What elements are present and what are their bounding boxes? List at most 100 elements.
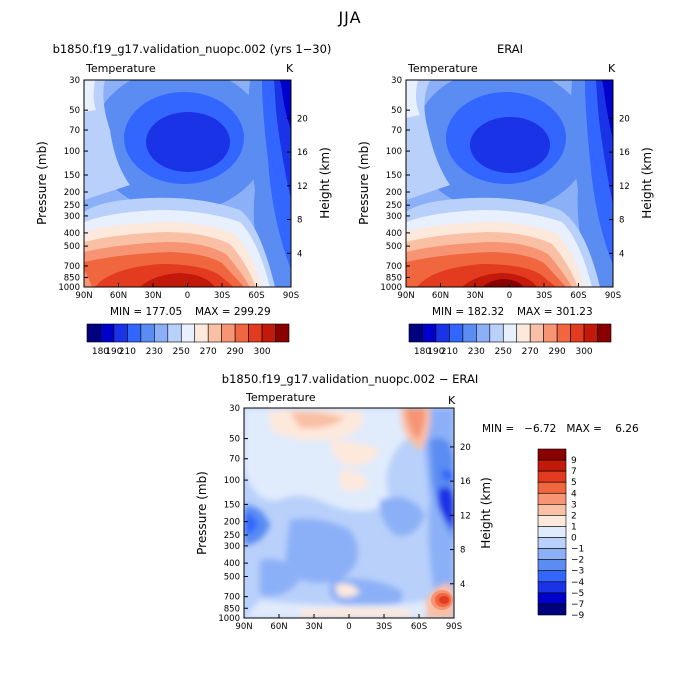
y-tick-label: 30 [229, 404, 240, 414]
y-right-tick-label: 8 [460, 546, 465, 556]
temperature-field [406, 80, 613, 287]
colorbar-swatch [207, 323, 222, 343]
temperature-difference-field [244, 408, 454, 618]
colorbar-swatch [408, 323, 423, 343]
colorbar-swatch [537, 603, 567, 616]
y-tick-label: 1000 [58, 283, 80, 293]
colorbar-swatch [537, 537, 567, 549]
colorbar-swatch [221, 323, 236, 343]
colorbar-swatch [86, 323, 101, 343]
y-axis-label: Pressure (mb) [195, 471, 209, 555]
x-tick-label: 90S [446, 622, 462, 632]
y-axis-label: Pressure (mb) [35, 141, 49, 225]
y-tick-label: 700 [224, 593, 240, 603]
y-tick-label: 700 [386, 262, 402, 272]
temperature-field [84, 80, 291, 287]
y-axis-right-label: Height (km) [479, 477, 493, 548]
x-tick-label: 90S [283, 291, 299, 301]
y-tick-label: 70 [391, 126, 402, 136]
colorbar-tick-label: −4 [571, 578, 585, 588]
colorbar-swatch [154, 323, 169, 343]
x-axis: 90N 60N 30N 0 30S 60S 90S [235, 614, 462, 632]
y-tick-label: 150 [64, 171, 80, 181]
colorbar-swatch [537, 570, 567, 583]
panel-title: b1850.f19_g17.validation_nuopc.002 − ERA… [222, 372, 478, 386]
colorbar-swatch [422, 323, 437, 343]
min-label: MIN = 182.32 [432, 306, 504, 318]
x-axis: 90N 60N 30N 0 30S 60S 90S [397, 283, 621, 301]
season-title: JJA [338, 8, 362, 27]
colorbar-swatch [537, 515, 567, 527]
x-tick-label: 60N [110, 291, 127, 301]
x-tick-label: 90S [605, 291, 621, 301]
colorbar-swatch [449, 323, 464, 343]
x-tick-label: 0 [346, 622, 351, 632]
panel-subtitle-units: K [608, 62, 616, 75]
y-tick-label: 850 [64, 273, 80, 283]
colorbar-tick-label: −3 [571, 567, 584, 577]
colorbar-swatch [127, 323, 142, 343]
colorbar-tick-label: 300 [253, 347, 270, 357]
x-tick-label: 30N [144, 291, 161, 301]
minmax-label: MIN = −6.72 MAX = 6.26 [482, 423, 639, 435]
colorbar-swatch [537, 526, 567, 538]
colorbar-swatch [537, 459, 567, 472]
y-tick-label: 200 [386, 188, 402, 198]
y-tick-label: 300 [386, 212, 402, 222]
y-tick-label: 30 [69, 76, 80, 86]
y-axis-right-label: Height (km) [640, 147, 654, 218]
y-tick-label: 70 [229, 455, 240, 465]
y-tick-label: 500 [64, 242, 80, 252]
panel-erai: ERAI Temperature K 90N 60N 30N 0 30S 60S 90S [357, 42, 654, 357]
colorbar-tick-label: 230 [146, 347, 163, 357]
y-right-tick-label: 12 [619, 182, 630, 192]
colorbar-tick-label: 9 [571, 456, 577, 466]
x-axis: 90N 60N 30N 0 30S 60S 90S [75, 283, 299, 301]
colorbar-swatch [435, 323, 450, 343]
colorbar-swatch [261, 323, 276, 343]
colorbar-tick-label: 250 [173, 347, 190, 357]
colorbar-swatch [570, 323, 585, 343]
y-tick-label: 100 [386, 147, 402, 157]
colorbar-tick-label: 1 [571, 522, 577, 532]
colorbar-swatch [556, 323, 571, 343]
y-tick-label: 150 [224, 500, 240, 510]
x-tick-label: 90N [397, 291, 414, 301]
colorbar-tick-label: 4 [571, 489, 577, 499]
colorbar-tick-label: 180 [414, 347, 431, 357]
colorbar-swatch [543, 323, 558, 343]
y-tick-label: 50 [69, 106, 80, 116]
y-right-tick-label: 20 [460, 443, 471, 453]
panel-subtitle-units: K [448, 394, 456, 407]
x-tick-label: 30S [536, 291, 552, 301]
min-label: MIN = 177.05 [110, 306, 182, 318]
y-right-tick-label: 4 [460, 580, 465, 590]
colorbar-swatch [537, 448, 567, 461]
y-tick-label: 300 [224, 542, 240, 552]
x-tick-label: 30S [214, 291, 230, 301]
x-tick-label: 0 [507, 291, 512, 301]
y-right-tick-label: 12 [460, 511, 471, 521]
y-tick-label: 100 [224, 476, 240, 486]
y-tick-label: 50 [391, 106, 402, 116]
colorbar-tick-label: −1 [571, 545, 584, 555]
colorbar-tick-label: 250 [495, 347, 512, 357]
max-label: MAX = 301.23 [517, 306, 593, 318]
y-tick-label: 200 [224, 518, 240, 528]
y-tick-label: 400 [224, 559, 240, 569]
x-tick-label: 30N [305, 622, 322, 632]
y-right-tick-label: 16 [619, 148, 630, 158]
y-tick-label: 1000 [380, 283, 402, 293]
colorbar-swatch [537, 504, 567, 516]
colorbar-swatch [537, 548, 567, 560]
y-tick-label: 850 [386, 273, 402, 283]
colorbar-swatch [167, 323, 182, 343]
colorbar-swatch [502, 323, 518, 343]
colorbar-swatch [462, 323, 477, 343]
colorbar-tick-label: 270 [522, 347, 539, 357]
y-right-tick-label: 12 [297, 182, 308, 192]
colorbar-swatch [194, 323, 209, 343]
